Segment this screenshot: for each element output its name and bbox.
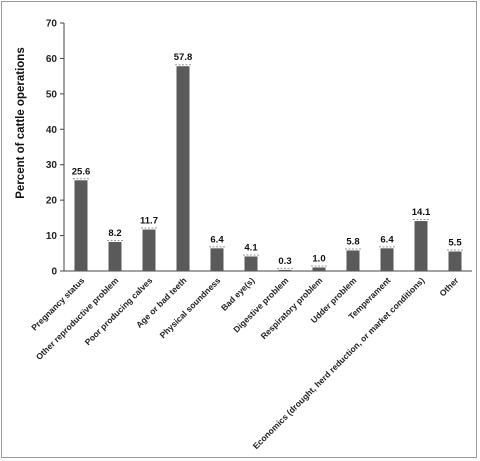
data-label: 11.7 bbox=[140, 216, 158, 227]
bar-5 bbox=[244, 256, 258, 271]
bar-9 bbox=[380, 248, 394, 271]
bars bbox=[73, 64, 463, 271]
y-tick-label: 60 bbox=[46, 54, 58, 65]
x-tick-label: Respiratory problem bbox=[259, 275, 325, 341]
y-tick-label: 70 bbox=[46, 19, 58, 30]
data-label: 8.2 bbox=[108, 228, 121, 239]
data-label: 1.0 bbox=[312, 253, 325, 264]
data-label: 57.8 bbox=[174, 52, 193, 63]
bar-10 bbox=[414, 221, 428, 271]
data-label: 5.5 bbox=[448, 238, 462, 249]
bar-4 bbox=[210, 248, 224, 271]
data-label: 14.1 bbox=[412, 207, 431, 218]
bar-1 bbox=[108, 241, 122, 271]
bar-11 bbox=[448, 251, 462, 271]
data-labels: 25.6 8.2 11.7 57.8 6.4 4.1 0.3 1.0 5.8 6.4 14.1 5.5 bbox=[72, 52, 463, 267]
bar-8 bbox=[346, 250, 360, 271]
y-axis-title: Percent of cattle operations bbox=[15, 47, 27, 198]
bar-3 bbox=[176, 66, 190, 271]
bar-6 bbox=[278, 269, 292, 271]
bar-2 bbox=[142, 229, 156, 271]
y-tick-label: 40 bbox=[46, 125, 58, 136]
y-tick-label: 10 bbox=[46, 231, 58, 242]
data-label: 4.1 bbox=[244, 242, 258, 253]
data-label: 5.8 bbox=[346, 236, 359, 247]
bar-0 bbox=[74, 180, 88, 271]
axes bbox=[63, 23, 472, 272]
x-tick-label: Poor producing calves bbox=[83, 275, 155, 347]
data-label: 0.3 bbox=[278, 256, 291, 267]
data-label: 25.6 bbox=[72, 166, 91, 177]
data-label: 6.4 bbox=[210, 234, 224, 245]
y-tick-label: 20 bbox=[46, 196, 58, 207]
x-tick-label: Other bbox=[437, 275, 461, 299]
y-tick-label: 30 bbox=[46, 160, 58, 171]
y-tick-label: 0 bbox=[51, 267, 57, 278]
y-tick-label: 50 bbox=[46, 89, 58, 100]
y-axis-title-group: Percent of cattle operations bbox=[15, 47, 27, 198]
bar-7 bbox=[312, 267, 326, 271]
y-ticks: 0 10 20 30 40 50 60 70 bbox=[46, 19, 64, 278]
x-tick-label: Physical soundness bbox=[158, 275, 223, 340]
data-label: 6.4 bbox=[380, 234, 394, 245]
